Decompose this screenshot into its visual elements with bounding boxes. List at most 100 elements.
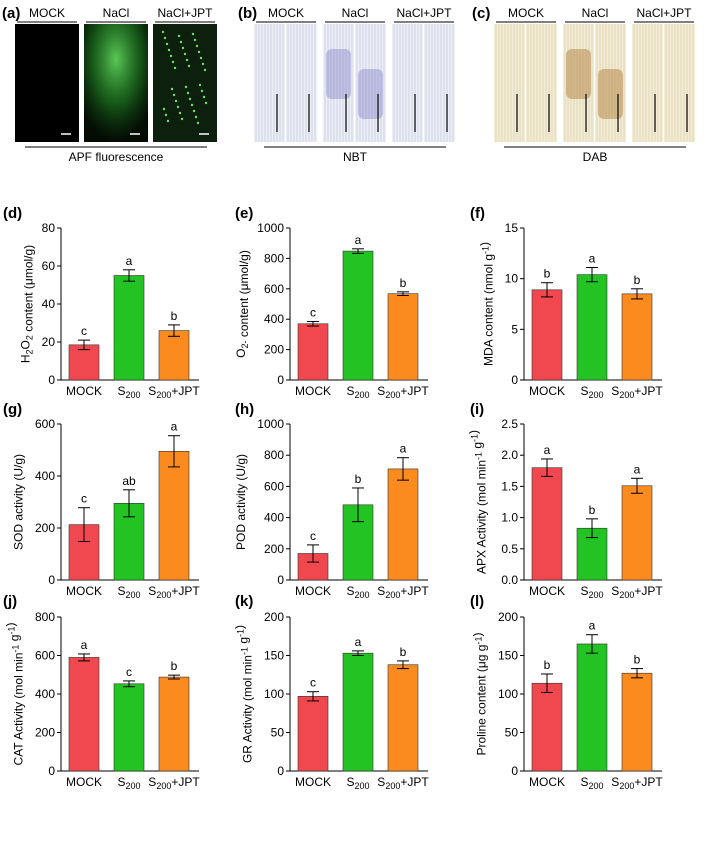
panel-label: (a) (2, 5, 20, 22)
significance-letter: a (171, 420, 178, 434)
panel-label: (d) (3, 205, 22, 222)
category-label: S200 (346, 775, 369, 791)
bar-mock (68, 344, 100, 381)
green-speck (197, 50, 201, 54)
y-tick-label: 800 (264, 448, 284, 462)
y-tick-label: 5 (511, 322, 518, 336)
y-tick-label: 150 (264, 649, 284, 663)
green-glow (84, 24, 148, 142)
green-speck (176, 105, 180, 109)
panel-label: (j) (3, 593, 17, 610)
green-speck (165, 42, 169, 46)
significance-letter: b (544, 267, 551, 281)
green-speck (171, 60, 175, 64)
bar-s200-plus-jpt (387, 664, 419, 772)
bar-s200-plus-jpt (158, 450, 190, 581)
y-tick-label: 100 (264, 687, 284, 701)
panel-label: (h) (235, 401, 254, 418)
green-speck (180, 117, 184, 121)
category-label: MOCK (66, 775, 102, 789)
y-axis-label: SOD activity (U/g) (12, 454, 26, 550)
significance-letter: b (634, 653, 641, 667)
significance-letter: a (589, 252, 596, 266)
green-speck (177, 34, 181, 38)
bar-s200-plus-jpt (621, 293, 653, 381)
y-tick-label: 0 (277, 373, 284, 387)
category-label: S200 (580, 775, 603, 791)
green-speck (198, 83, 202, 87)
panel-label: (e) (235, 205, 253, 222)
column-header: NaCl+JPT (157, 6, 213, 20)
y-axis-label: MDA content (nmol g-1) (477, 242, 495, 366)
category-label: S200+JPT (148, 384, 200, 400)
y-tick-label: 200 (498, 610, 518, 624)
significance-letter: ab (122, 474, 136, 488)
y-tick-label: 0 (511, 764, 518, 778)
image-panel-c: (c) MOCK NaCl NaCl+JPT DAB (472, 5, 695, 164)
panel-label: (f) (470, 205, 485, 222)
chart-f: (f) 0 5 10 15 MDA content (nmol g-1) b MOCK a S20… (470, 205, 663, 400)
green-speck (202, 95, 206, 99)
green-speck (169, 54, 173, 58)
bar-mock (531, 682, 563, 772)
y-axis-label: H2O2 content (μmol/g) (18, 245, 35, 363)
y-tick-label: 0.0 (501, 573, 518, 587)
significance-letter: b (171, 659, 178, 673)
category-label: S200+JPT (377, 384, 429, 400)
bar-mock (531, 467, 563, 581)
green-speck (191, 32, 195, 36)
significance-letter: c (310, 676, 316, 690)
bar-s200 (576, 274, 608, 381)
y-tick-label: 400 (35, 687, 55, 701)
column-header: MOCK (508, 6, 544, 20)
green-speck (200, 89, 204, 93)
significance-letter: b (634, 273, 641, 287)
significance-letter: a (400, 442, 407, 456)
y-tick-label: 2.5 (501, 417, 518, 431)
green-speck (193, 38, 197, 42)
column-header: NaCl (342, 6, 369, 20)
panel-caption: DAB (583, 150, 608, 164)
category-label: MOCK (529, 584, 565, 598)
green-speck (203, 68, 207, 72)
category-label: S200 (580, 384, 603, 400)
bar-s200-plus-jpt (621, 672, 653, 772)
y-tick-label: 150 (498, 649, 518, 663)
bar-mock (531, 289, 563, 381)
green-speck (174, 99, 178, 103)
y-tick-label: 600 (35, 417, 55, 431)
y-tick-label: 600 (264, 282, 284, 296)
y-tick-label: 0 (48, 764, 55, 778)
y-tick-label: 0 (48, 573, 55, 587)
category-label: S200 (117, 775, 140, 791)
category-label: S200+JPT (377, 584, 429, 600)
category-label: S200 (580, 584, 603, 600)
y-tick-label: 0 (48, 373, 55, 387)
bar-s200-plus-jpt (158, 330, 190, 381)
significance-letter: a (355, 233, 362, 247)
significance-letter: a (126, 254, 133, 268)
y-tick-label: 1000 (257, 417, 284, 431)
category-label: S200 (117, 584, 140, 600)
y-tick-label: 400 (264, 511, 284, 525)
y-tick-label: 50 (271, 726, 285, 740)
category-label: MOCK (295, 584, 331, 598)
y-tick-label: 20 (42, 335, 56, 349)
green-speck (172, 93, 176, 97)
significance-letter: b (171, 309, 178, 323)
column-header: MOCK (29, 6, 65, 20)
green-speck (186, 91, 190, 95)
significance-letter: a (634, 462, 641, 476)
y-tick-label: 400 (35, 469, 55, 483)
y-axis-label: GR Activity (mol min-1 g-1) (233, 625, 255, 763)
y-tick-label: 600 (35, 649, 55, 663)
green-speck (188, 97, 192, 101)
green-speck (190, 103, 194, 107)
category-label: MOCK (66, 584, 102, 598)
y-tick-label: 600 (264, 479, 284, 493)
column-header: NaCl (582, 6, 609, 20)
bar-s200-plus-jpt (387, 293, 419, 381)
green-speck (170, 87, 174, 91)
y-tick-label: 800 (264, 251, 284, 265)
y-axis-label: Proline content (μg g-1) (471, 633, 489, 756)
